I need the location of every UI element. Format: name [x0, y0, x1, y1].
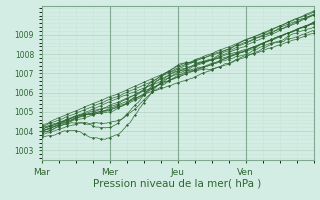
X-axis label: Pression niveau de la mer( hPa ): Pression niveau de la mer( hPa ): [93, 178, 262, 188]
